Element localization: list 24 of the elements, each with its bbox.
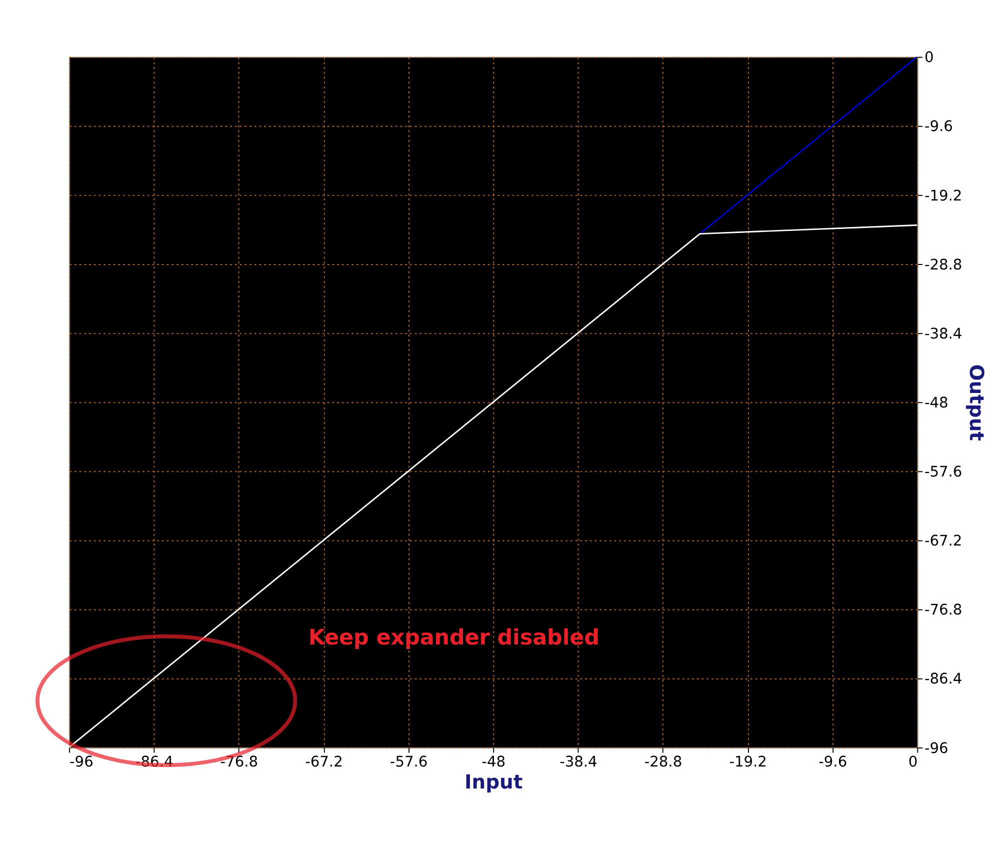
x-tick-label: -19.2 [729, 753, 767, 770]
x-tick-label: -9.6 [818, 753, 848, 770]
x-tick-label: -48 [482, 753, 506, 770]
y-tick-label: -57.6 [924, 464, 962, 481]
y-tick-label: -28.8 [924, 256, 962, 274]
x-tick-label: -67.2 [305, 753, 343, 770]
x-tick-label: 0 [908, 753, 918, 770]
y-tick-label: -86.4 [924, 670, 962, 688]
y-axis-title: Output [965, 364, 988, 441]
x-tick-label: -57.6 [390, 753, 428, 770]
y-tick-label: -76.8 [924, 602, 962, 619]
annotation: Keep expander disabled [308, 625, 600, 650]
x-tick-label: -76.8 [220, 753, 258, 770]
x-tick-label: -28.8 [644, 753, 682, 770]
y-tick-label: -19.2 [924, 187, 962, 204]
x-axis-title: Input [464, 770, 523, 794]
y-tick-label: -48 [924, 394, 948, 412]
y-tick-label: 0 [924, 49, 934, 66]
x-tick-label: -96 [70, 753, 94, 770]
y-tick-label: -96 [924, 740, 948, 757]
y-tick-label: -38.4 [924, 325, 962, 342]
y-tick-label: -67.2 [924, 532, 962, 550]
y-tick-label: -9.6 [924, 118, 953, 136]
x-tick-label: -38.4 [560, 753, 598, 770]
